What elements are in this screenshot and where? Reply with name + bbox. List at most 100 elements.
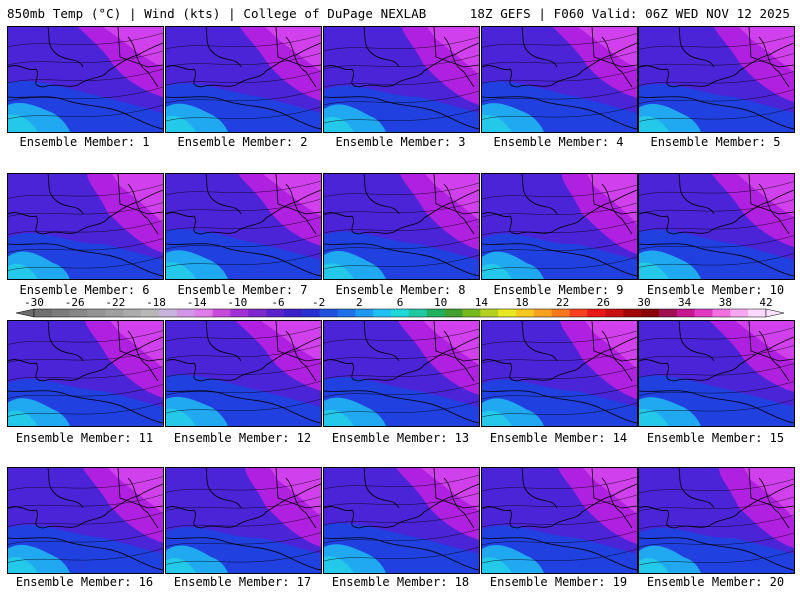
colorbar-tick-label: -22 xyxy=(105,296,125,309)
ensemble-member-map xyxy=(7,467,164,574)
ensemble-member-map xyxy=(165,320,322,427)
colorbar-right-arrow xyxy=(765,308,785,318)
ensemble-member-map xyxy=(7,320,164,427)
ensemble-member-label: Ensemble Member: 20 xyxy=(646,575,785,589)
colorbar-tick-label: 10 xyxy=(434,296,447,309)
colorbar-tick-label: -14 xyxy=(187,296,207,309)
colorbar-swatch xyxy=(391,309,410,317)
ensemble-member-map xyxy=(165,26,322,133)
colorbar-swatch xyxy=(105,309,124,317)
ensemble-member-label: Ensemble Member: 8 xyxy=(335,283,466,297)
colorbar-tick-label: -2 xyxy=(312,296,325,309)
ensemble-member-label: Ensemble Member: 6 xyxy=(19,283,150,297)
colorbar-tick-label: -30 xyxy=(24,296,44,309)
colorbar-swatch xyxy=(123,309,142,317)
ensemble-member-map xyxy=(7,26,164,133)
colorbar-tick-label: -6 xyxy=(271,296,284,309)
ensemble-member-label: Ensemble Member: 12 xyxy=(173,431,312,445)
colorbar-swatch xyxy=(266,309,285,317)
colorbar-swatch xyxy=(34,309,53,317)
colorbar-tick-label: -26 xyxy=(65,296,85,309)
ensemble-member-label: Ensemble Member: 10 xyxy=(646,283,785,297)
colorbar-tick-label: -18 xyxy=(146,296,166,309)
ensemble-member-map xyxy=(323,467,480,574)
colorbar-tick-label: 18 xyxy=(515,296,528,309)
ensemble-member-label: Ensemble Member: 11 xyxy=(15,431,154,445)
ensemble-member-label: Ensemble Member: 19 xyxy=(489,575,628,589)
ensemble-member-map xyxy=(323,173,480,280)
ensemble-member-map xyxy=(638,467,795,574)
ensemble-member-label: Ensemble Member: 16 xyxy=(15,575,154,589)
colorbar-swatch xyxy=(51,309,70,317)
ensemble-member-label: Ensemble Member: 13 xyxy=(331,431,470,445)
colorbar-tick-label: 42 xyxy=(759,296,772,309)
map-title: 850mb Temp (°C) | Wind (kts) | College o… xyxy=(7,6,427,21)
ensemble-member-label: Ensemble Member: 4 xyxy=(493,135,624,149)
colorbar-swatch xyxy=(176,309,195,317)
colorbar-swatch xyxy=(373,309,392,317)
colorbar-swatch xyxy=(480,309,499,317)
colorbar-swatch xyxy=(712,309,731,317)
ensemble-member-map xyxy=(638,173,795,280)
ensemble-member-label: Ensemble Member: 5 xyxy=(650,135,781,149)
colorbar-tick-label: 2 xyxy=(356,296,363,309)
colorbar-swatch xyxy=(605,309,624,317)
ensemble-member-map xyxy=(323,26,480,133)
ensemble-member-label: Ensemble Member: 18 xyxy=(331,575,470,589)
ensemble-member-map xyxy=(165,173,322,280)
colorbar-swatch xyxy=(212,309,231,317)
run-valid-time: 18Z GEFS | F060 Valid: 06Z WED NOV 12 20… xyxy=(469,6,790,21)
ensemble-member-map xyxy=(481,320,638,427)
colorbar-tick-label: 14 xyxy=(475,296,489,309)
colorbar-swatch xyxy=(551,309,570,317)
ensemble-member-map xyxy=(165,467,322,574)
ensemble-member-label: Ensemble Member: 7 xyxy=(177,283,308,297)
colorbar-swatch xyxy=(587,309,606,317)
colorbar-swatch xyxy=(730,309,749,317)
ensemble-member-label: Ensemble Member: 9 xyxy=(493,283,624,297)
ensemble-member-map xyxy=(7,173,164,280)
colorbar-swatch xyxy=(158,309,178,317)
colorbar-swatch xyxy=(283,309,303,317)
ensemble-member-map xyxy=(638,320,795,427)
colorbar-swatch xyxy=(337,309,356,317)
colorbar-swatch xyxy=(569,309,588,317)
ensemble-member-label: Ensemble Member: 15 xyxy=(646,431,785,445)
colorbar-swatch xyxy=(641,309,660,317)
colorbar-tick-label: 26 xyxy=(597,296,610,309)
colorbar-tick-label: 30 xyxy=(637,296,650,309)
colorbar-swatch xyxy=(658,309,678,317)
colorbar-tick-label: 34 xyxy=(678,296,692,309)
colorbar-swatch xyxy=(408,309,428,317)
ensemble-member-label: Ensemble Member: 17 xyxy=(173,575,312,589)
colorbar-swatch xyxy=(533,309,553,317)
colorbar-swatch xyxy=(87,309,106,317)
ensemble-member-label: Ensemble Member: 14 xyxy=(489,431,628,445)
colorbar-swatch xyxy=(748,309,767,317)
colorbar-tick-label: 38 xyxy=(719,296,732,309)
colorbar-swatch xyxy=(444,309,463,317)
colorbar-swatch xyxy=(355,309,374,317)
colorbar-swatch xyxy=(69,309,88,317)
colorbar-swatch xyxy=(319,309,338,317)
ensemble-member-label: Ensemble Member: 2 xyxy=(177,135,308,149)
colorbar-tick-label: 6 xyxy=(397,296,404,309)
temperature-colorbar: -30 -26 -22 -18 -14 -10 -6 -2 2 6 10 14 18 22 26 30 34 38… xyxy=(15,296,785,318)
ensemble-member-map xyxy=(323,320,480,427)
colorbar-swatch xyxy=(462,309,481,317)
colorbar-left-arrow xyxy=(15,308,35,318)
colorbar-swatch xyxy=(623,309,642,317)
colorbar-swatch xyxy=(676,309,695,317)
ensemble-member-label: Ensemble Member: 3 xyxy=(335,135,466,149)
colorbar-swatch xyxy=(516,309,535,317)
ensemble-member-map xyxy=(638,26,795,133)
colorbar-swatch xyxy=(230,309,249,317)
ensemble-member-map xyxy=(481,173,638,280)
colorbar-swatch xyxy=(498,309,517,317)
colorbar-swatch xyxy=(248,309,267,317)
ensemble-member-label: Ensemble Member: 1 xyxy=(19,135,150,149)
ensemble-member-map xyxy=(481,26,638,133)
ensemble-member-map xyxy=(481,467,638,574)
colorbar-swatch xyxy=(694,309,713,317)
colorbar-tick-label: 22 xyxy=(556,296,569,309)
